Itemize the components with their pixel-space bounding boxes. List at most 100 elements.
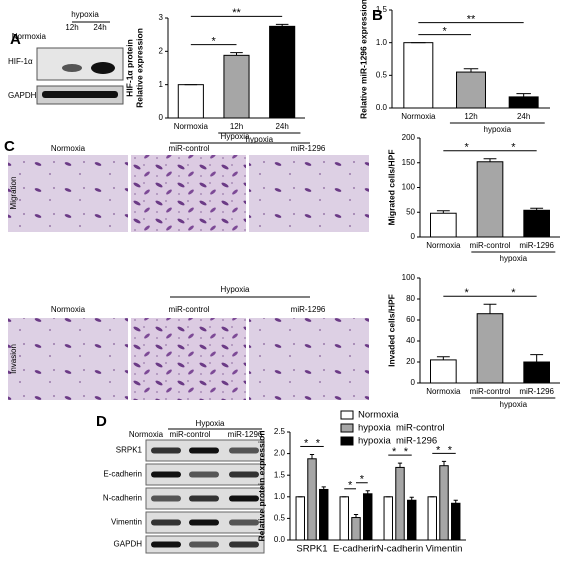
band [151, 471, 181, 478]
bar [456, 71, 486, 109]
blot-a: hypoxia Normoxia 12h 24h HIF-1α GAPDH [8, 10, 124, 105]
image-header: miR-control [169, 144, 210, 153]
y-axis-label: Relative miR-1296 expression [358, 0, 368, 119]
x-tick-label: miR-control [470, 387, 511, 396]
band [151, 447, 181, 454]
error-bar [483, 158, 497, 162]
band [229, 447, 259, 454]
significance-label: ** [232, 7, 241, 19]
error-bar [353, 514, 359, 518]
y-tick-label: 0.5 [376, 70, 388, 79]
band [189, 495, 219, 502]
micrographs: Hypoxia Normoxia miR-control miR-1296 Mi… [8, 132, 369, 400]
error-bar [436, 210, 450, 214]
bar [430, 212, 457, 238]
error-bar [397, 462, 403, 468]
y-tick-label: 0 [159, 113, 164, 122]
blot-row-label: E-cadherin [103, 470, 142, 479]
micrograph [8, 155, 128, 232]
legend-label: Normoxia [358, 410, 399, 421]
y-tick-label: 1 [159, 80, 164, 89]
y-tick-label: 0.5 [274, 514, 286, 523]
bar [395, 466, 405, 541]
y-axis-label: Relative protein expression [256, 430, 266, 541]
y-tick-label: 100 [402, 273, 416, 282]
panel-letter: D [96, 413, 107, 430]
group-label: hypoxia [246, 135, 274, 144]
group-label: hypoxia [484, 125, 512, 134]
x-tick-label: miR-1296 [519, 387, 554, 396]
bar [403, 42, 434, 109]
y-tick-label: 2 [159, 46, 164, 55]
bar [177, 84, 204, 119]
band [229, 495, 259, 502]
error-bar [516, 93, 531, 97]
blot-header: 24h [93, 23, 106, 32]
blot-row-label: Vimentin [111, 518, 142, 527]
band [189, 541, 219, 548]
blot-header: miR-control [170, 430, 211, 439]
bar [223, 54, 250, 119]
blot-header: hypoxia [71, 10, 99, 19]
band [189, 519, 219, 526]
significance-label: * [448, 444, 453, 456]
x-tick-label: miR-control [470, 241, 511, 250]
legend-swatch [340, 423, 354, 433]
y-tick-label: 50 [406, 207, 415, 216]
band [151, 519, 181, 526]
image-header: miR-1296 [291, 305, 326, 314]
x-tick-label: Vimentin [426, 544, 463, 555]
y-tick-label: 0 [411, 232, 416, 241]
panel-letter: B [372, 7, 383, 24]
band [42, 91, 118, 98]
y-tick-label: 1.5 [274, 470, 286, 479]
bar [523, 209, 550, 238]
row-label: Invasion [9, 344, 18, 374]
blot-header: Hypoxia [196, 419, 225, 428]
y-tick-label: 20 [406, 357, 415, 366]
micrograph [8, 318, 128, 400]
y-tick-label: 1.0 [376, 38, 388, 47]
error-bar [309, 453, 315, 459]
y-tick-label: 150 [402, 158, 416, 167]
band [189, 447, 219, 454]
micrograph [249, 318, 369, 400]
error-bar [321, 486, 326, 490]
significance-label: * [348, 480, 353, 492]
blot-header: 12h [65, 23, 78, 32]
blot-row-label: HIF-1α [8, 57, 33, 66]
error-bar [530, 207, 544, 211]
row-label: Migration [9, 177, 18, 210]
panel-letter: A [10, 31, 21, 48]
x-tick-label: E-cadherin [333, 544, 379, 555]
band [229, 519, 259, 526]
significance-label: * [304, 437, 309, 449]
x-tick-label: 12h [230, 122, 243, 131]
x-tick-label: Normoxia [426, 387, 461, 396]
y-tick-label: 2.5 [274, 427, 286, 436]
significance-label: * [404, 446, 409, 458]
blot-d: Hypoxia Normoxia miR-control miR-1296 SR… [103, 419, 265, 554]
error-bar [453, 499, 458, 504]
blot-header: Normoxia [12, 32, 47, 41]
significance-label: * [316, 437, 321, 449]
x-tick-label: Normoxia [174, 122, 209, 131]
legend-label: hypoxia miR-1296 [358, 436, 437, 447]
bar [269, 25, 296, 119]
band [229, 471, 259, 478]
group-label: hypoxia [500, 254, 528, 263]
error-bar [441, 460, 447, 466]
image-header: Normoxia [51, 305, 86, 314]
bar [430, 359, 457, 384]
band [62, 64, 82, 72]
x-tick-label: 24h [275, 122, 288, 131]
y-tick-label: 0.0 [376, 103, 388, 112]
y-tick-label: 0 [411, 378, 416, 387]
band [229, 541, 259, 548]
x-tick-label: SRPK1 [296, 544, 327, 555]
significance-label: * [465, 287, 470, 299]
y-tick-label: 60 [406, 315, 415, 324]
bar [363, 493, 373, 541]
bar [307, 458, 317, 541]
band [189, 471, 219, 478]
